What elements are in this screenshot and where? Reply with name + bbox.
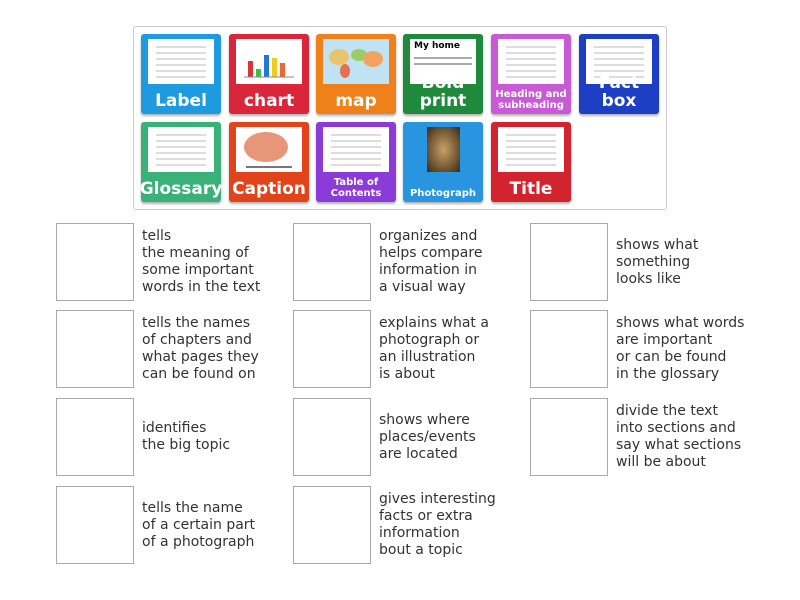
tile-label: Title — [509, 179, 553, 200]
tile-label: Caption — [232, 179, 306, 200]
tile-fact-box[interactable]: Fact box — [579, 34, 659, 114]
tile-label: Fact box — [598, 73, 640, 112]
description-text: gives interesting facts or extra informa… — [379, 491, 496, 558]
girl-reading-diagram-image — [148, 39, 214, 84]
tile-label: Label — [155, 91, 207, 112]
tile-label: Heading and subheading — [495, 89, 567, 111]
drop-zone[interactable] — [530, 223, 608, 301]
drop-zone[interactable] — [56, 310, 134, 388]
tile-heading-and-subheading[interactable]: Heading and subheading — [491, 34, 571, 114]
glossary-page-image — [148, 127, 214, 172]
drop-zone[interactable] — [293, 486, 371, 564]
brain-image — [236, 127, 302, 172]
tile-label: Glossary — [139, 179, 223, 200]
drop-zone[interactable] — [56, 486, 134, 564]
tile-label[interactable]: Label — [141, 34, 221, 114]
tile-title[interactable]: Title — [491, 122, 571, 202]
tile-map[interactable]: map — [316, 34, 396, 114]
article-with-title-image — [498, 127, 564, 172]
drop-zone[interactable] — [56, 223, 134, 301]
tile-photograph[interactable]: Photograph — [403, 122, 483, 202]
drop-zone[interactable] — [293, 398, 371, 476]
description-text: shows what something looks like — [616, 236, 699, 287]
tile-caption[interactable]: Caption — [229, 122, 309, 202]
my-home-text-image: My home — [410, 39, 476, 84]
drop-zone[interactable] — [56, 398, 134, 476]
tile-glossary[interactable]: Glossary — [139, 122, 223, 202]
tile-chart[interactable]: chart — [229, 34, 309, 114]
description-text: tells the names of chapters and what pag… — [142, 315, 259, 382]
drop-zone[interactable] — [293, 310, 371, 388]
description-text: tells the meaning of some important word… — [142, 228, 261, 295]
cave-photo-image — [410, 127, 476, 172]
tile-bold-print[interactable]: My home Bold print — [403, 34, 483, 114]
contents-page-image — [323, 127, 389, 172]
tile-label: Photograph — [409, 187, 477, 199]
tile-label: Bold print — [419, 73, 467, 112]
drop-zone[interactable] — [530, 310, 608, 388]
worksheet-photo-image — [498, 39, 564, 84]
description-text: tells the name of a certain part of a ph… — [142, 499, 256, 550]
answer-bank — [133, 26, 667, 210]
description-text: divide the text into sections and say wh… — [616, 403, 742, 470]
tile-table-of-contents[interactable]: Table of Contents — [316, 122, 396, 202]
drop-zone[interactable] — [293, 223, 371, 301]
tile-label: Table of Contents — [330, 177, 382, 199]
description-text: identifies the big topic — [142, 420, 231, 453]
document-with-fact-box-image — [586, 39, 652, 84]
description-text: shows what words are important or can be… — [616, 315, 745, 382]
tile-label: chart — [243, 91, 295, 112]
tile-label: map — [335, 91, 377, 112]
drop-zone[interactable] — [530, 398, 608, 476]
description-text: explains what a photograph or an illustr… — [379, 315, 489, 382]
world-map-image — [323, 39, 389, 84]
description-text: shows where places/events are located — [379, 411, 476, 462]
bar-chart-image — [236, 39, 302, 84]
description-text: organizes and helps compare information … — [379, 228, 483, 295]
